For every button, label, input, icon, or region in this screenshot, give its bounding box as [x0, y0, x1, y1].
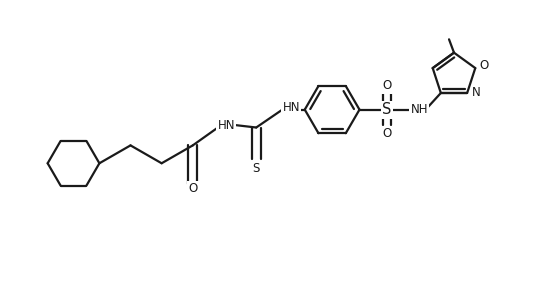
Text: N: N	[472, 87, 481, 99]
Text: HN: HN	[282, 101, 300, 114]
Text: O: O	[480, 59, 489, 72]
Text: S: S	[382, 102, 391, 117]
Text: NH: NH	[410, 103, 428, 116]
Text: O: O	[382, 127, 391, 140]
Text: S: S	[252, 162, 260, 175]
Text: HN: HN	[217, 119, 235, 132]
Text: O: O	[188, 182, 197, 195]
Text: O: O	[382, 79, 391, 92]
